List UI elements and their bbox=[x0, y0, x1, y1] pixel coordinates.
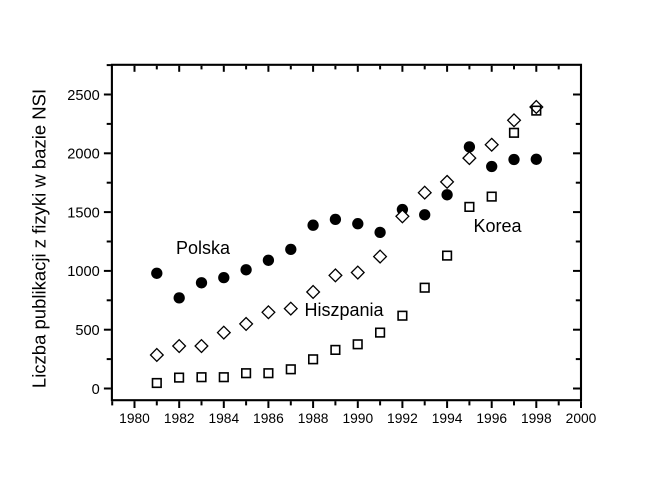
svg-text:Liczba publikacji z fizyki w b: Liczba publikacji z fizyki w bazie NSI bbox=[28, 89, 49, 388]
svg-text:Korea: Korea bbox=[474, 216, 523, 236]
svg-text:1986: 1986 bbox=[253, 411, 284, 426]
svg-text:Hiszpania: Hiszpania bbox=[305, 300, 385, 320]
svg-text:1980: 1980 bbox=[119, 411, 150, 426]
svg-text:1000: 1000 bbox=[67, 264, 99, 280]
svg-text:1988: 1988 bbox=[298, 411, 329, 426]
svg-text:2000: 2000 bbox=[67, 147, 99, 163]
svg-text:1500: 1500 bbox=[67, 205, 99, 221]
svg-text:1998: 1998 bbox=[521, 411, 552, 426]
svg-text:1996: 1996 bbox=[476, 411, 507, 426]
svg-text:500: 500 bbox=[75, 323, 99, 339]
svg-text:2000: 2000 bbox=[566, 411, 597, 426]
svg-text:0: 0 bbox=[92, 382, 100, 398]
svg-text:1990: 1990 bbox=[342, 411, 373, 426]
svg-text:1984: 1984 bbox=[208, 411, 239, 426]
svg-text:1992: 1992 bbox=[387, 411, 418, 426]
svg-text:Polska: Polska bbox=[176, 238, 231, 258]
svg-text:1994: 1994 bbox=[432, 411, 463, 426]
svg-text:2500: 2500 bbox=[67, 88, 99, 104]
svg-text:1982: 1982 bbox=[164, 411, 195, 426]
